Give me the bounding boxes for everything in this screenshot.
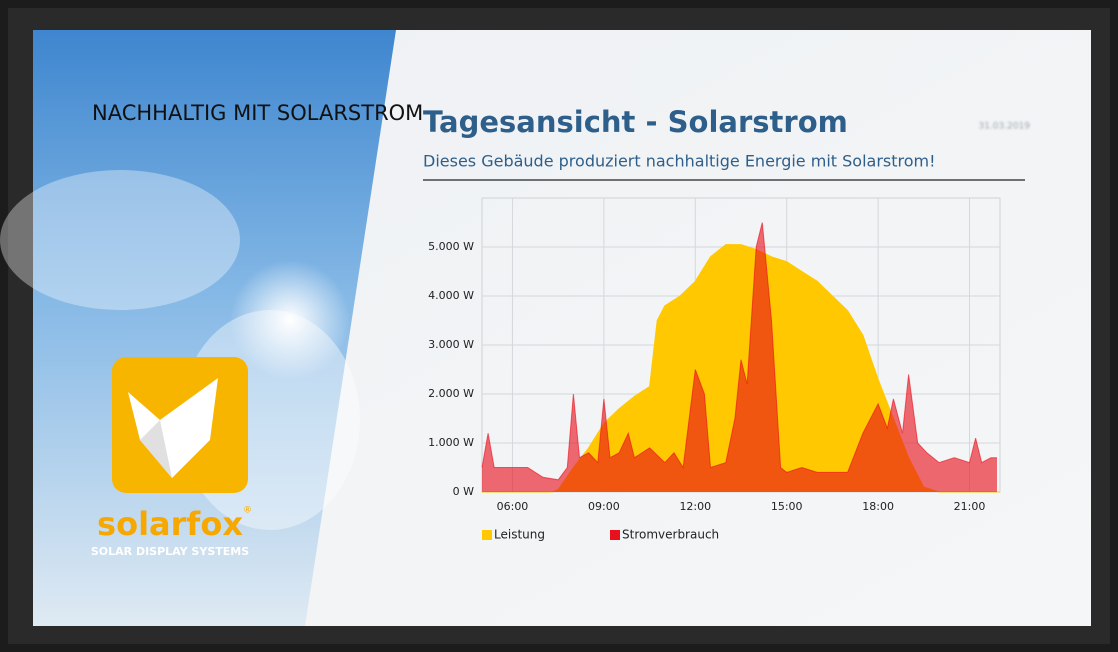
y-tick-label: 3.000 W: [428, 338, 474, 351]
x-tick-label: 09:00: [588, 500, 620, 513]
page: NACHHALTIG MIT SOLARSTROM solarfox ® SOL…: [0, 0, 1118, 652]
logo-name: solarfox: [97, 505, 243, 543]
logo-mark: ®: [243, 506, 252, 516]
y-tick-label: 5.000 W: [428, 240, 474, 253]
y-tick-label: 1.000 W: [428, 436, 474, 449]
legend-label: Stromverbrauch: [622, 528, 719, 542]
headline: NACHHALTIG MIT SOLARSTROM: [92, 101, 423, 125]
x-tick-label: 15:00: [771, 500, 803, 513]
y-tick-label: 2.000 W: [428, 387, 474, 400]
legend-swatch: [610, 530, 620, 540]
legend-swatch: [482, 530, 492, 540]
x-tick-label: 18:00: [862, 500, 894, 513]
y-tick-label: 4.000 W: [428, 289, 474, 302]
x-tick-label: 21:00: [954, 500, 986, 513]
chart-title: Tagesansicht - Solarstrom: [423, 105, 848, 139]
logo-tagline: SOLAR DISPLAY SYSTEMS: [91, 545, 249, 558]
sun: [230, 260, 350, 380]
date: 31.03.2019: [978, 122, 1030, 132]
x-tick-label: 12:00: [679, 500, 711, 513]
x-tick-label: 06:00: [497, 500, 529, 513]
screen: NACHHALTIG MIT SOLARSTROM solarfox ® SOL…: [0, 0, 1118, 652]
legend-label: Leistung: [494, 528, 545, 542]
cloud: [0, 170, 240, 310]
y-tick-label: 0 W: [453, 485, 474, 498]
chart-subtitle: Dieses Gebäude produziert nachhaltige En…: [423, 152, 936, 171]
